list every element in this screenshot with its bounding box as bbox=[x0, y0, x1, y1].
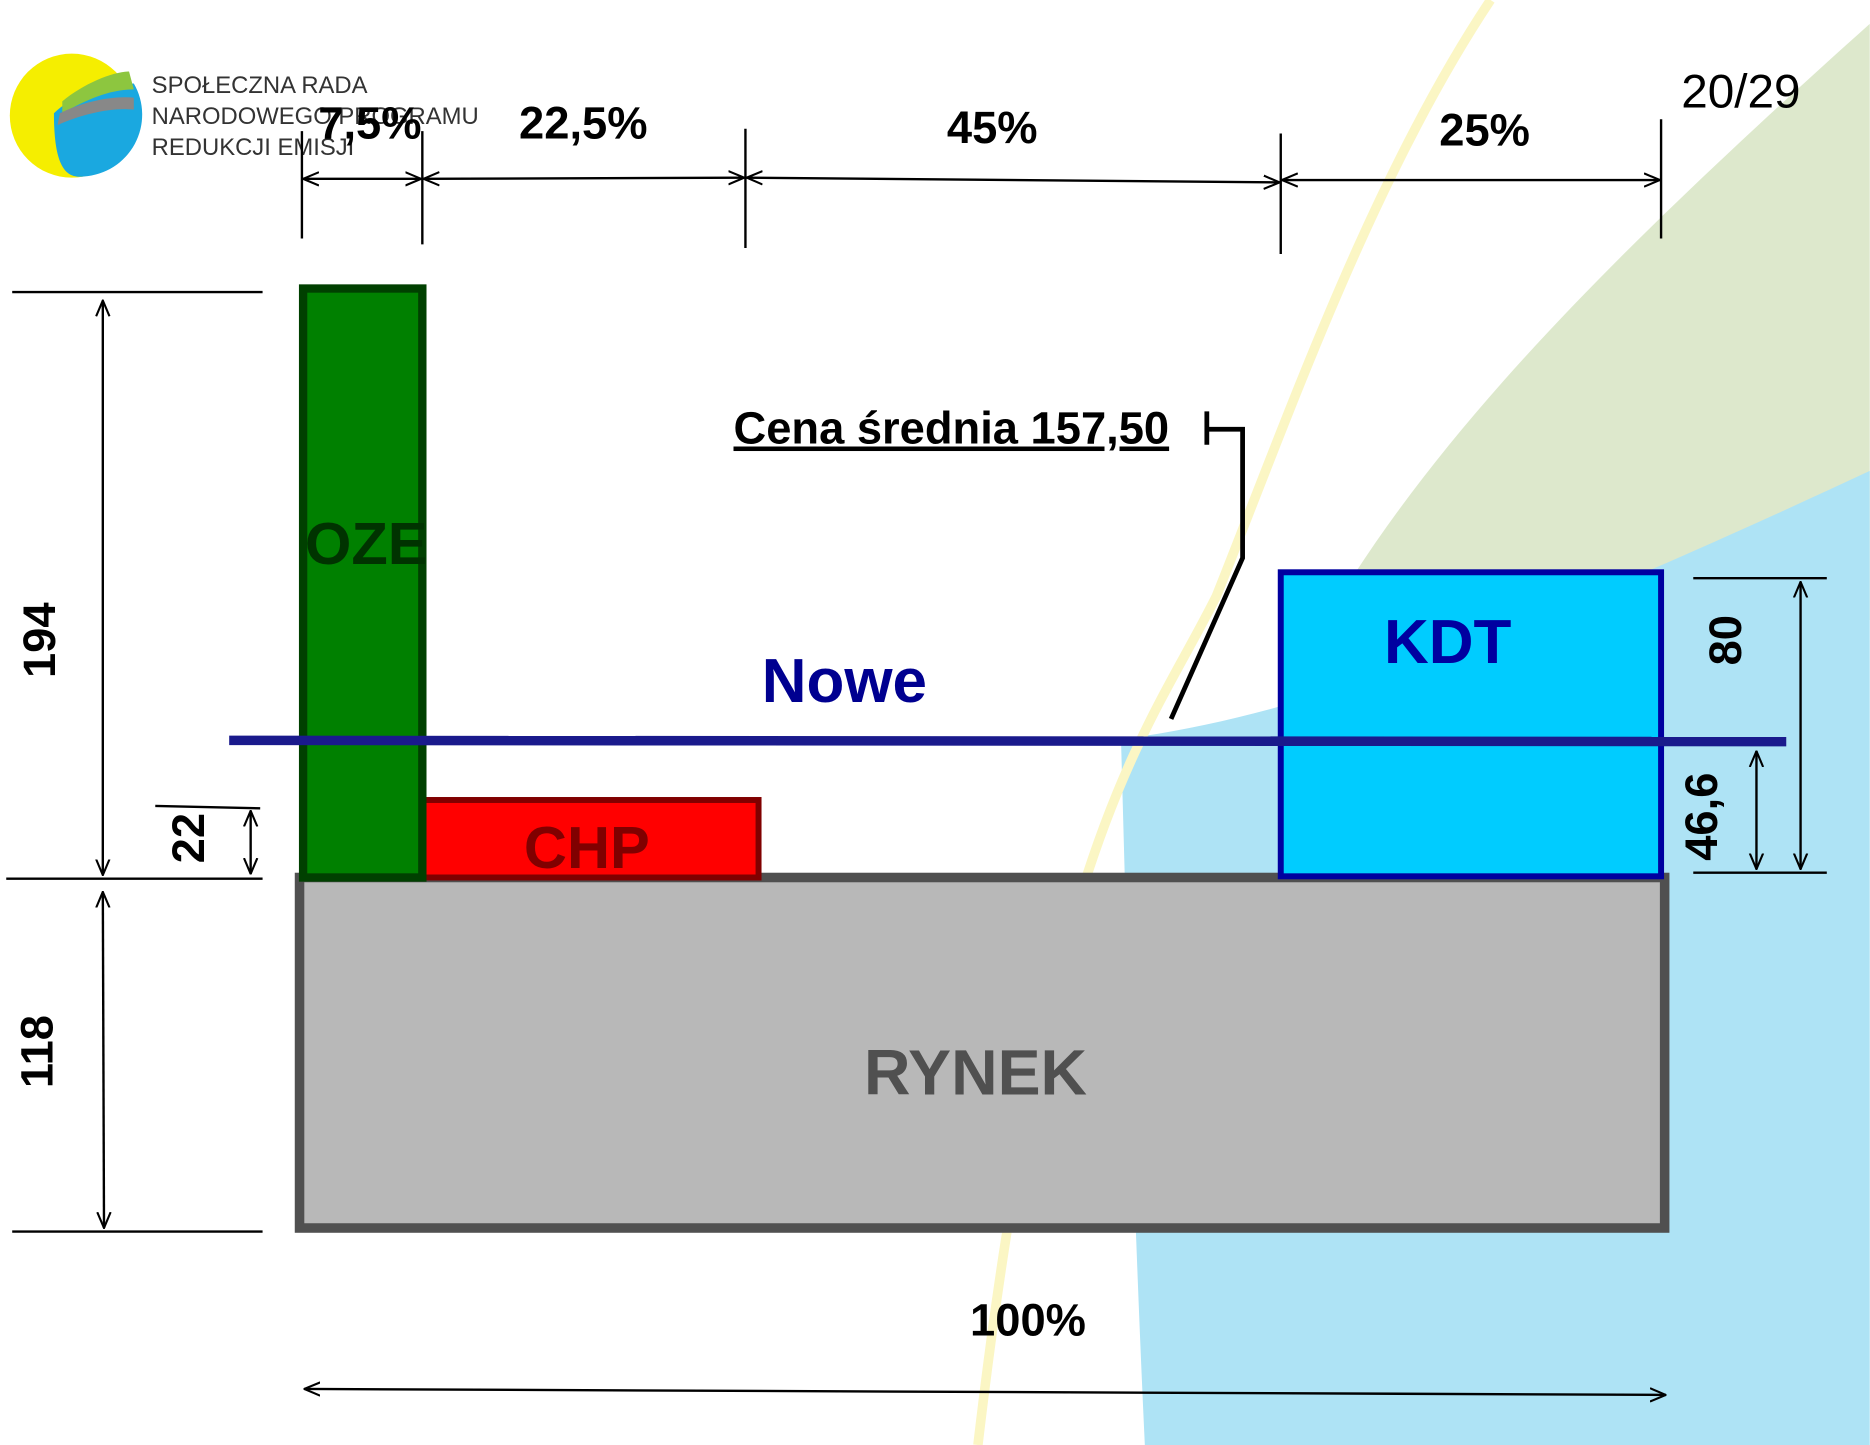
width-label: 100% bbox=[970, 1294, 1086, 1345]
width-label: 22,5% bbox=[519, 97, 647, 148]
height-label: 46,6 bbox=[1676, 773, 1727, 861]
left-dimensions: 194 118 22 bbox=[6, 292, 262, 1231]
width-label: 45% bbox=[947, 102, 1038, 153]
block-label: KDT bbox=[1384, 608, 1512, 677]
height-label: 22 bbox=[163, 813, 214, 863]
block-label: RYNEK bbox=[864, 1036, 1087, 1108]
oze-block bbox=[303, 289, 422, 878]
height-label: 80 bbox=[1700, 615, 1751, 665]
dim-tick bbox=[155, 806, 260, 808]
width-label: 7,5% bbox=[318, 97, 421, 148]
dim-arrow bbox=[103, 892, 104, 1228]
block-label: CHP bbox=[524, 814, 650, 881]
nowe-line bbox=[229, 740, 1786, 741]
top-dimensions: 7,5% 22,5% 45% 25% bbox=[302, 97, 1661, 254]
logo-text: NARODOWEGO PROGRAMU bbox=[152, 103, 479, 130]
height-label: 118 bbox=[12, 1015, 63, 1088]
height-label: 194 bbox=[14, 602, 65, 678]
block-label: OZE bbox=[305, 510, 428, 577]
page-number: 20/29 bbox=[1681, 65, 1800, 118]
slide: SPOŁECZNA RADA NARODOWEGO PROGRAMU REDUK… bbox=[0, 0, 1870, 1445]
width-label: 25% bbox=[1439, 104, 1530, 155]
annotation: Cena średnia 157,50 bbox=[734, 403, 1170, 454]
nowe-label: Nowe bbox=[762, 647, 927, 716]
dim-arrow bbox=[424, 178, 745, 179]
dim-arrow bbox=[747, 178, 1280, 183]
logo-text: SPOŁECZNA RADA bbox=[152, 72, 368, 99]
